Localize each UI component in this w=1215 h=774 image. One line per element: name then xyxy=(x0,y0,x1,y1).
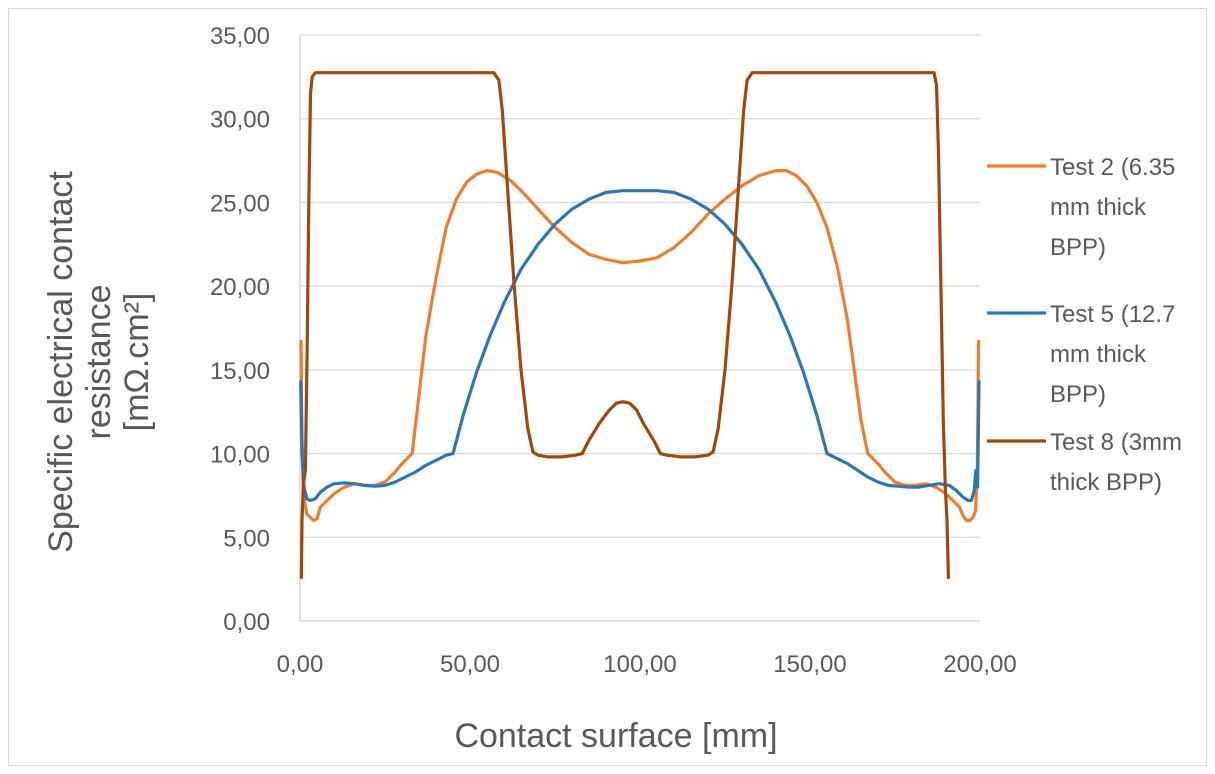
y-tick-label: 0,00 xyxy=(223,609,270,636)
y-tick-label: 25,00 xyxy=(210,190,270,217)
tick-labels: 0,00 5,00 10,00 15,00 20,00 25,00 30,00 35,00 0,… xyxy=(210,23,1017,678)
series-line-3 xyxy=(299,71,950,580)
y-axis-title-line: Specific electrical contact xyxy=(42,171,80,553)
y-tick-label: 15,00 xyxy=(210,358,270,385)
legend-item: Test 2 (6.35 mm thick BPP) xyxy=(987,154,1175,261)
legend-label: mm thick xyxy=(1050,194,1147,221)
axes xyxy=(299,35,980,622)
x-tick-label: 100,00 xyxy=(603,651,676,678)
legend-item: Test 5 (12.7 mm thick BPP) xyxy=(987,301,1175,408)
y-tick-label: 30,00 xyxy=(210,107,270,134)
legend-label: BPP) xyxy=(1050,234,1106,261)
legend-item: Test 8 (3mm thick BPP) xyxy=(987,429,1182,496)
y-tick-label: 5,00 xyxy=(223,525,270,552)
y-axis-title-line: [mΩ.cm²] xyxy=(118,293,156,432)
legend-label: mm thick xyxy=(1050,341,1147,368)
x-axis-title: Contact surface [mm] xyxy=(454,717,777,755)
legend: Test 2 (6.35 mm thick BPP) Test 5 (12.7 mm t… xyxy=(987,154,1182,496)
x-tick-label: 200,00 xyxy=(943,651,1016,678)
legend-label: BPP) xyxy=(1050,381,1106,408)
series-line-1 xyxy=(299,169,981,523)
y-axis-title: Specific electrical contact resistance [mΩ… xyxy=(42,171,156,553)
legend-label: Test 5 (12.7 xyxy=(1050,301,1175,328)
y-tick-label: 35,00 xyxy=(210,23,270,50)
chart-frame xyxy=(8,8,1207,766)
legend-label: Test 2 (6.35 xyxy=(1050,154,1175,181)
x-tick-label: 150,00 xyxy=(773,651,846,678)
x-tick-label: 50,00 xyxy=(440,651,500,678)
axis-titles: Contact surface [mm] Specific electrical… xyxy=(42,171,778,755)
y-tick-label: 10,00 xyxy=(210,442,270,469)
x-tick-label: 0,00 xyxy=(277,651,324,678)
series-lines xyxy=(299,71,981,580)
series-line-2 xyxy=(299,189,981,503)
legend-label: Test 8 (3mm xyxy=(1050,429,1182,456)
y-tick-label: 20,00 xyxy=(210,274,270,301)
legend-label: thick BPP) xyxy=(1050,469,1162,496)
y-axis-title-line: resistance xyxy=(80,285,118,440)
